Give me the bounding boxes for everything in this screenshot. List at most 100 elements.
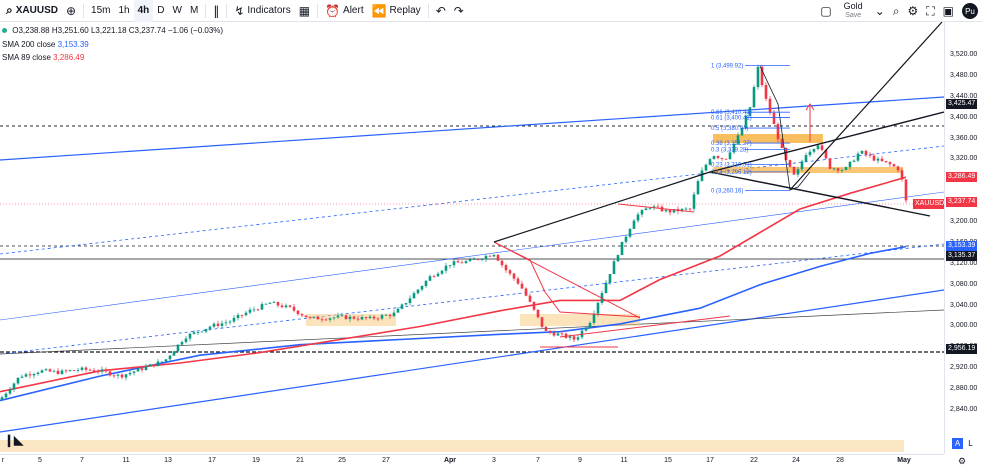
search-icon: ⌕ [892,3,900,18]
price-chart[interactable]: 1 (3,499.92) 0.66 (3,410.41)0.61 (3,400.4… [0,22,944,454]
fullscreen-icon: ⛶ [926,3,935,18]
candle-body [100,369,104,372]
snapshot-button[interactable]: ▣ [939,0,958,22]
square-icon: ▢ [820,4,832,18]
candle-body [872,155,876,161]
replay-button[interactable]: ⏪ Replay [368,0,425,22]
candle-body [360,317,364,320]
time-tick: 22 [750,457,758,464]
interval-w[interactable]: W [172,5,182,16]
price-scale[interactable]: 3,520.00 3,480.00 3,440.00 3,400.00 3,360.00… [944,22,982,454]
interval-15m[interactable]: 15m [91,5,111,16]
time-tick: 13 [164,457,172,464]
candle-body [712,156,716,160]
sma200-legend[interactable]: SMA 200 close 3,153.39 [2,40,89,49]
candle-body [24,374,28,377]
channel-mid-line [0,191,944,321]
candle-body [528,295,532,302]
sma89-legend[interactable]: SMA 89 close 3,286.49 [2,53,84,62]
candle-body [584,327,588,331]
candle-body [852,160,856,162]
time-scale[interactable]: r 5 7 11 13 17 19 21 25 27 Apr 3 7 9 11 15 17 22 24 28 May [0,454,944,469]
avatar[interactable]: Pu [962,3,978,19]
fullscreen-button[interactable]: ⛶ [922,0,938,22]
candle-body [0,397,4,400]
layout-menu-button[interactable]: ⌄ [871,0,889,22]
candle-body [280,305,284,308]
gear-icon[interactable]: ⚙ [958,456,967,466]
quick-search-button[interactable]: ⌕ [889,0,904,22]
auto-scale-button[interactable]: A [952,438,963,449]
log-scale-button[interactable]: L [968,439,973,448]
candle-body [204,328,208,332]
candle-body [784,147,788,161]
candle-body [480,259,484,260]
candle-body [804,155,808,162]
tradingview-logo-icon[interactable]: ❙◣ [4,433,24,447]
candle-body [376,318,380,320]
undo-icon: ↶ [435,3,446,18]
chart-type-button[interactable]: ‖ [209,0,223,22]
candle-body [8,389,12,394]
price-tick: 3,120.00 [950,259,978,267]
candle-body [420,286,424,290]
price-label-level-2956: 2,956.19 [946,344,978,355]
compare-symbol-button[interactable]: ⊕ [62,0,80,22]
layout-select-button[interactable]: ▢ [816,0,835,22]
interval-m[interactable]: M [189,5,199,16]
save-layout-button[interactable]: Gold Save [836,2,871,20]
candle-body [652,206,656,208]
interval-4h[interactable]: 4h [133,0,154,22]
settings-button[interactable]: ⚙ [903,0,922,22]
candle-body [832,168,836,170]
candle-body [252,309,256,311]
symbol-name: XAUUSD [15,5,58,16]
candle-body [708,159,712,165]
red-trendline-1 [493,241,641,319]
time-tick: 17 [706,457,714,464]
candle-body [348,316,352,320]
candle-body [336,315,340,318]
channel-upper-dashed [0,145,944,255]
candle-body [504,265,508,271]
toolbar-right: ▢ Gold Save ⌄ ⌕ ⚙ ⛶ ▣ Pu [816,0,982,22]
redo-button[interactable]: ↷ [450,0,468,22]
toolbar-divider [427,3,429,18]
candle-body [616,255,620,262]
candle-body [352,316,356,319]
alert-button[interactable]: ⏰ Alert [321,0,368,22]
candle-body [160,361,164,363]
candle-body [800,161,804,170]
candle-body [412,293,416,299]
fib-level-label: 1 (3,499.92) [711,63,743,69]
symbol-search-button[interactable]: ⌕ XAUUSD [0,0,62,22]
interval-d[interactable]: D [157,5,165,16]
undo-button[interactable]: ↶ [432,0,450,22]
candle-body [452,261,456,266]
red-trendline-3 [617,203,695,213]
fib-retracement: 1 (3,499.92) 0.66 (3,410.41)0.61 (3,400.4… [711,63,790,195]
red-trendline-2 [559,315,731,338]
candle-body [464,261,468,264]
candle-body [536,309,540,318]
candle-body [60,370,64,375]
time-tick: 28 [836,457,844,464]
candle-body [620,241,624,256]
indicators-button[interactable]: ↯ Indicators [230,0,294,22]
candle-body [308,317,312,319]
interval-1h[interactable]: 1h [118,5,130,16]
candle-body [808,151,812,156]
templates-button[interactable]: ▦ [295,0,314,22]
candle-body [180,342,184,345]
ohlc-values: O3,238.88 H3,251.60 L3,221.18 C3,237.74 … [12,26,224,35]
candle-body [592,313,596,323]
price-tick: 3,320.00 [950,155,978,163]
candle-body [440,270,444,274]
candle-body [208,326,212,329]
candle-body [544,326,548,331]
candle-body [752,87,756,108]
candle-body [20,376,24,378]
candles-icon: ‖ [213,3,220,18]
candle-body [276,302,280,306]
zone-highlight-2 [520,314,640,326]
